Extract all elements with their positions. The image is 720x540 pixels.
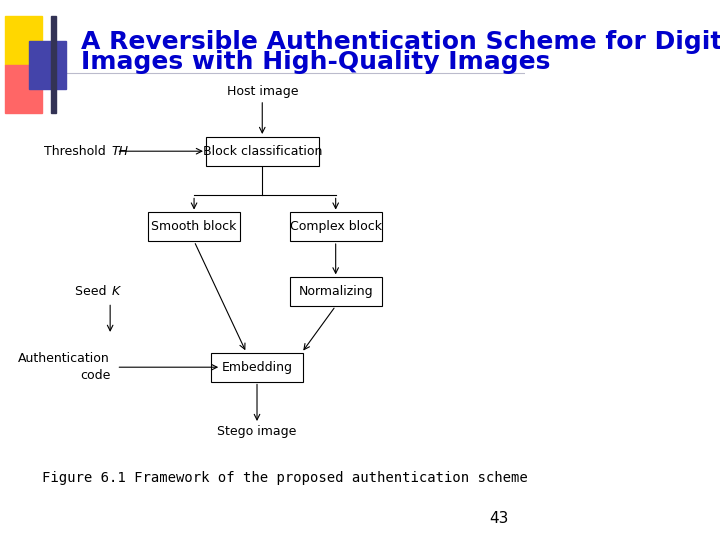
Text: TH: TH bbox=[111, 145, 128, 158]
Text: K: K bbox=[111, 285, 120, 298]
Bar bbox=[5, 65, 42, 113]
Bar bbox=[289, 212, 382, 241]
Text: Seed: Seed bbox=[75, 285, 110, 298]
Text: Normalizing: Normalizing bbox=[298, 285, 373, 298]
Bar bbox=[5, 16, 42, 65]
Text: Authentication: Authentication bbox=[19, 352, 110, 365]
Text: Complex block: Complex block bbox=[289, 220, 382, 233]
Text: Stego image: Stego image bbox=[217, 426, 297, 438]
Text: A Reversible Authentication Scheme for Digital: A Reversible Authentication Scheme for D… bbox=[81, 30, 720, 53]
Text: Embedding: Embedding bbox=[222, 361, 292, 374]
Text: code: code bbox=[80, 369, 110, 382]
Text: Host image: Host image bbox=[227, 85, 298, 98]
Bar bbox=[148, 212, 240, 241]
Text: Images with High-Quality Images: Images with High-Quality Images bbox=[81, 50, 551, 73]
Text: 43: 43 bbox=[490, 511, 509, 526]
Text: Block classification: Block classification bbox=[202, 145, 322, 158]
Text: Threshold: Threshold bbox=[45, 145, 110, 158]
Text: Figure 6.1 Framework of the proposed authentication scheme: Figure 6.1 Framework of the proposed aut… bbox=[42, 471, 528, 485]
Bar bbox=[206, 137, 319, 165]
Bar bbox=[51, 16, 55, 113]
Bar bbox=[211, 353, 303, 381]
Bar bbox=[29, 40, 66, 89]
Bar bbox=[289, 278, 382, 306]
Text: Smooth block: Smooth block bbox=[151, 220, 237, 233]
